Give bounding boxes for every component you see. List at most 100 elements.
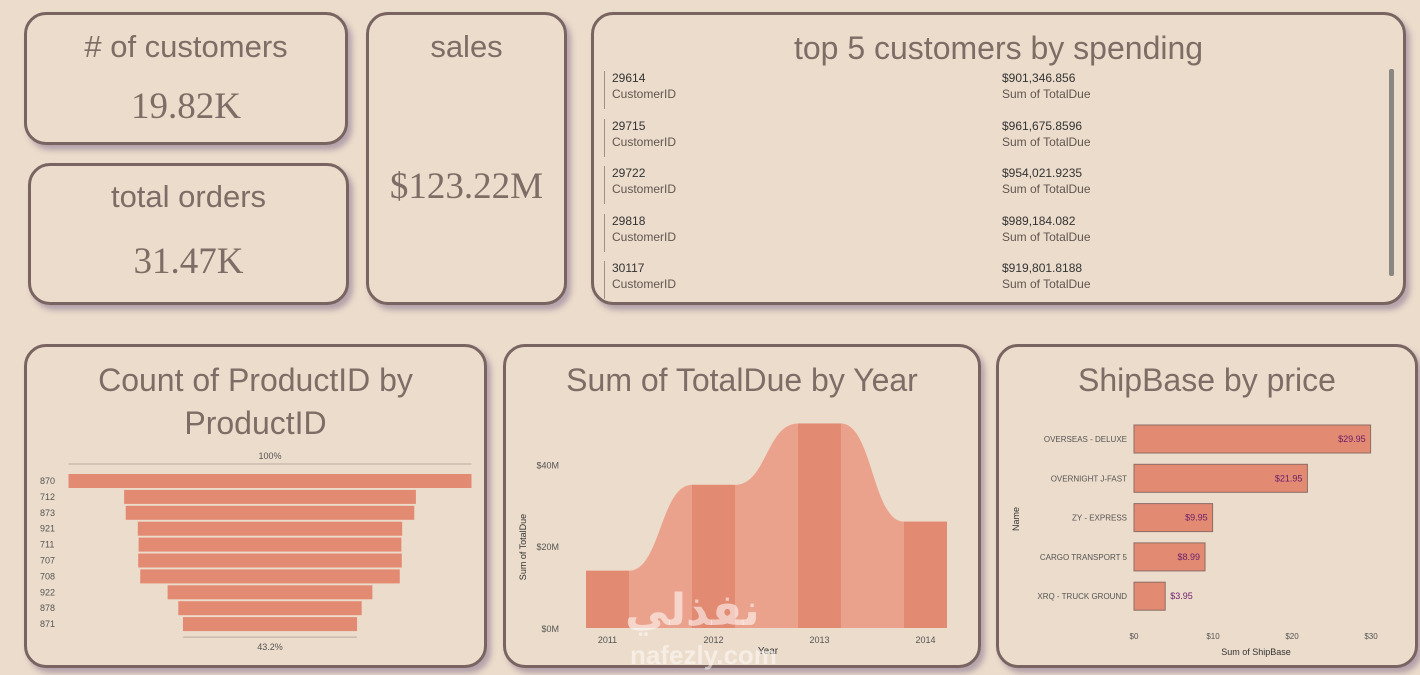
customer-id: 30117: [612, 261, 645, 275]
watermark-arabic: نفذلي: [625, 585, 760, 636]
customer-id-label: CustomerID: [612, 87, 677, 101]
bar-value-label: $29.95: [1338, 434, 1366, 444]
funnel-bar: [137, 521, 403, 536]
shipbase-bar: [1133, 463, 1308, 493]
funnel-chart-title: Count of ProductID by ProductID: [98, 362, 413, 441]
shipbase-bar: [1133, 542, 1206, 572]
y-category-label: ZY - EXPRESS: [1072, 514, 1127, 523]
year-column: [904, 521, 947, 628]
funnel-top-label: 100%: [258, 451, 281, 461]
funnel-bar: [68, 474, 472, 488]
y-tick-label: $0M: [541, 624, 559, 634]
x-tick-label: 2013: [809, 635, 829, 645]
year-area-chart: 2011 2012 2013 2014 $0M $20M $40M Year Sum of To…: [518, 423, 947, 657]
year-chart-card[interactable]: Sum of TotalDue by Year 2011 2012 2013 2014…: [503, 344, 981, 668]
year-column: [692, 484, 735, 628]
customer-amount-label: Sum of TotalDue: [1002, 135, 1091, 149]
funnel-category-label: 878: [40, 603, 55, 613]
funnel-category-label: 922: [40, 587, 55, 597]
year-column: [586, 570, 629, 628]
customer-id: 29614: [612, 71, 646, 85]
x-tick-label: $30: [1364, 632, 1378, 641]
funnel-bar: [182, 617, 358, 632]
shipbase-bar: [1133, 424, 1372, 454]
y-category-label: XRQ - TRUCK GROUND: [1037, 592, 1127, 601]
top-customers-card[interactable]: top 5 customers by spending 29614 Custom…: [591, 12, 1406, 305]
funnel-category-label: 708: [40, 571, 55, 581]
funnel-bar: [125, 505, 415, 520]
customers-kpi-title: # of customers: [84, 29, 288, 64]
y-axis-label: Sum of TotalDue: [518, 514, 528, 580]
x-axis-label: Year: [758, 646, 779, 657]
y-category-label: OVERNIGHT J-FAST: [1051, 474, 1127, 483]
list-item[interactable]: 29722 CustomerID $954,021.9235 Sum of To…: [604, 166, 1390, 204]
year-column: [798, 423, 841, 628]
customer-amount-label: Sum of TotalDue: [1002, 277, 1091, 291]
year-chart-title: Sum of TotalDue by Year: [566, 362, 918, 398]
funnel-bar: [140, 569, 400, 584]
shipbase-bar-chart: OVERSEAS - DELUXE $29.95 OVERNIGHT J-FAST $…: [1011, 424, 1378, 657]
sales-kpi-value: $123.22M: [389, 166, 544, 207]
customer-amount: $919,801.8188: [1002, 261, 1083, 275]
y-tick-label: $20M: [536, 542, 559, 552]
x-tick-label: 2011: [598, 635, 617, 645]
customer-amount-label: Sum of TotalDue: [1002, 230, 1091, 244]
list-item[interactable]: 29715 CustomerID $961,675.8596 Sum of To…: [604, 119, 1390, 157]
sales-kpi-title: sales: [430, 29, 503, 64]
list-item[interactable]: 29614 CustomerID $901,346.856 Sum of Tot…: [604, 71, 1390, 109]
funnel-category-label: 873: [40, 508, 55, 518]
orders-kpi-value: 31.47K: [133, 241, 244, 282]
shipbase-chart-title: ShipBase by price: [1078, 362, 1336, 398]
funnel-chart-card[interactable]: Count of ProductID by ProductID 100% 870 7…: [24, 344, 487, 668]
shipbase-bar: [1133, 503, 1214, 533]
y-category-label: CARGO TRANSPORT 5: [1040, 553, 1128, 562]
funnel-bottom-label: 43.2%: [257, 642, 283, 652]
bar-value-label: $8.99: [1177, 552, 1200, 562]
x-tick-label: 2012: [703, 635, 723, 645]
bar-value-label: $21.95: [1275, 473, 1303, 483]
customers-kpi-value: 19.82K: [131, 86, 241, 127]
top-customers-title: top 5 customers by spending: [793, 30, 1204, 66]
y-category-label: OVERSEAS - DELUXE: [1044, 435, 1127, 444]
bar-value-label: $9.95: [1185, 513, 1208, 523]
y-tick-label: $40M: [536, 460, 559, 470]
customer-amount: $901,346.856: [1002, 71, 1076, 85]
list-scrollbar[interactable]: [1389, 69, 1394, 276]
customer-amount: $989,184.082: [1002, 214, 1076, 228]
customers-kpi-card[interactable]: # of customers 19.82K: [24, 12, 348, 145]
customer-id: 29722: [612, 166, 646, 180]
list-item[interactable]: 29818 CustomerID $989,184.082 Sum of Tot…: [604, 214, 1390, 252]
funnel-bar: [138, 537, 402, 552]
sales-kpi-card[interactable]: sales $123.22M: [366, 12, 567, 305]
customer-id: 29818: [612, 214, 646, 228]
funnel-bar: [138, 553, 402, 568]
customer-id: 29715: [612, 119, 646, 133]
x-tick-label: $20: [1285, 632, 1299, 641]
customer-amount: $954,021.9235: [1002, 166, 1083, 180]
funnel-category-label: 870: [40, 476, 55, 486]
x-tick-label: 2014: [915, 635, 935, 645]
customer-amount: $961,675.8596: [1002, 119, 1083, 133]
customer-amount-label: Sum of TotalDue: [1002, 87, 1091, 101]
customer-id-label: CustomerID: [612, 277, 677, 291]
funnel-category-label: 707: [40, 556, 55, 566]
x-tick-label: $10: [1206, 632, 1220, 641]
funnel-chart: 100% 870 712 873 921 711 707 708 922 878 871 43.2%: [40, 451, 472, 652]
area-ribbon: [586, 423, 947, 628]
bar-value-label: $3.95: [1170, 591, 1193, 601]
y-axis-label: Name: [1011, 507, 1021, 531]
funnel-bar: [178, 601, 362, 616]
orders-kpi-title: total orders: [110, 179, 267, 214]
funnel-bar: [167, 585, 373, 600]
shipbase-chart-card[interactable]: ShipBase by price OVERSEAS - DELUXE $29.9…: [996, 344, 1418, 668]
customer-id-label: CustomerID: [612, 182, 677, 196]
watermark-latin: nafezly.com: [630, 640, 777, 670]
funnel-bar: [124, 489, 416, 504]
customer-id-label: CustomerID: [612, 135, 677, 149]
funnel-category-label: 711: [40, 540, 54, 550]
customer-id-label: CustomerID: [612, 230, 677, 244]
x-tick-label: $0: [1130, 632, 1139, 641]
orders-kpi-card[interactable]: total orders 31.47K: [28, 163, 349, 305]
customer-amount-label: Sum of TotalDue: [1002, 182, 1091, 196]
list-item[interactable]: 30117 CustomerID $919,801.8188 Sum of To…: [604, 261, 1390, 299]
